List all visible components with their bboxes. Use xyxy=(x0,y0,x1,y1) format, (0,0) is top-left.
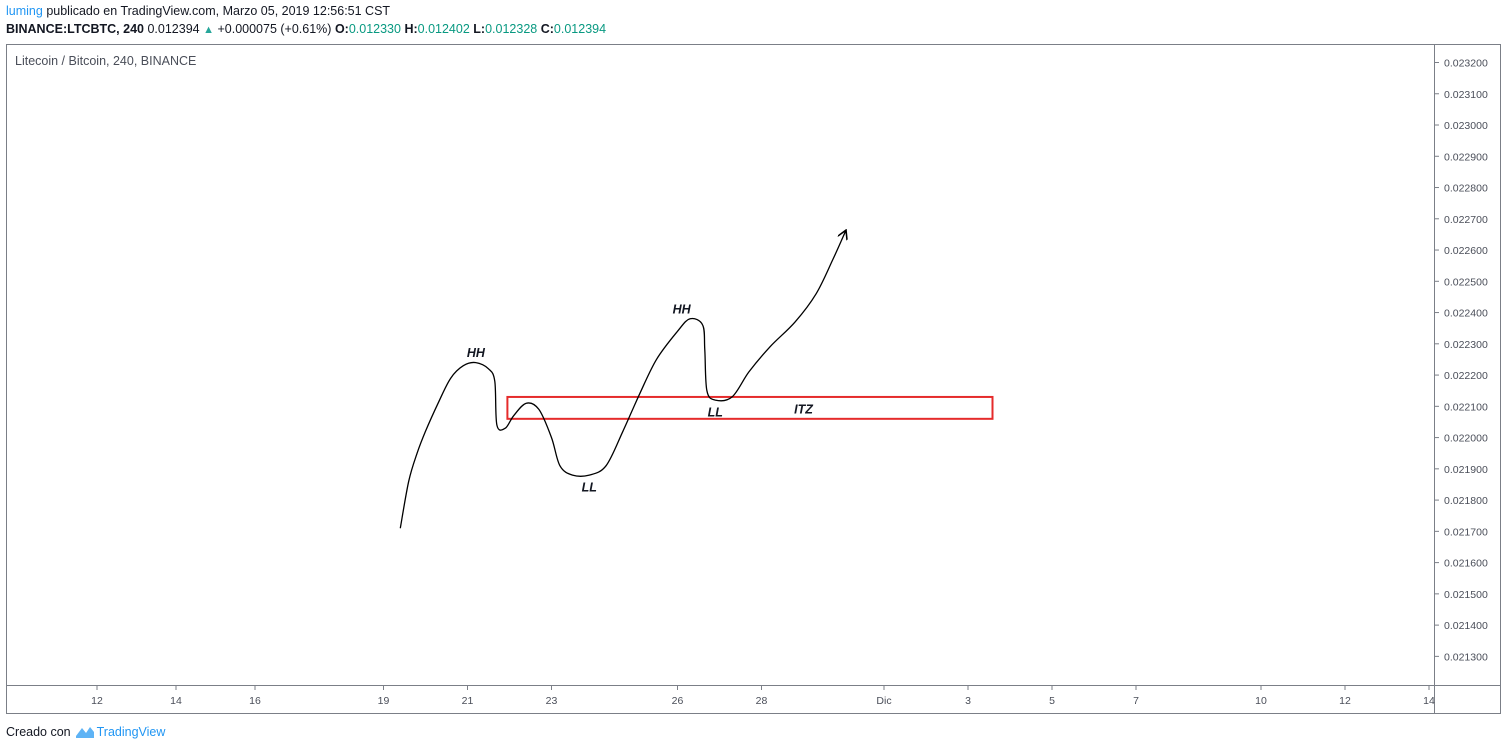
close-label: C: xyxy=(540,22,554,36)
time-axis[interactable]: 12 14 16 19 21 23 26 28 Dic 3 5 7 10 12 14 xyxy=(91,685,1435,707)
chart-border xyxy=(6,44,1501,714)
drawing-layer xyxy=(399,231,845,529)
price-tick-label: 0.022900 xyxy=(1444,151,1488,163)
time-tick-label: 5 xyxy=(1049,695,1055,707)
price-change: +0.000075 (+0.61%) xyxy=(217,22,332,36)
time-tick-label: 14 xyxy=(1423,695,1435,707)
price-tick-label: 0.021600 xyxy=(1444,558,1488,570)
price-tick-label: 0.023000 xyxy=(1444,120,1488,132)
annotation-layer: HH LL HH LL ITZ xyxy=(467,302,814,494)
brand-name: TradingView xyxy=(96,725,166,739)
price-tick-label: 0.022000 xyxy=(1444,433,1488,445)
price-tick-label: 0.022100 xyxy=(1444,401,1488,413)
time-tick-label: 16 xyxy=(249,695,261,707)
price-axis[interactable]: 0.023200 0.023100 0.023000 0.022900 0.022800… xyxy=(1434,58,1488,664)
time-tick-label: 23 xyxy=(546,695,558,707)
price-tick-label: 0.022500 xyxy=(1444,276,1488,288)
itz-zone-rectangle[interactable] xyxy=(506,395,994,420)
price-tick-label: 0.022600 xyxy=(1444,245,1488,257)
time-tick-label: 12 xyxy=(1339,695,1351,707)
low-label: L: xyxy=(473,22,486,36)
time-tick-label: 28 xyxy=(756,695,768,707)
annotation-itz[interactable]: ITZ xyxy=(794,402,814,416)
price-tick-label: 0.022400 xyxy=(1444,308,1488,320)
symbol-line: BINANCE:LTCBTC, 240 0.012394 ▲ +0.000075… xyxy=(6,22,606,36)
time-tick-label: 19 xyxy=(378,695,390,707)
last-price: 0.012394 xyxy=(147,22,200,36)
symbol-name: BINANCE:LTCBTC, 240 xyxy=(6,22,144,36)
time-tick-label: Dic xyxy=(876,695,891,707)
annotation-hh[interactable]: HH xyxy=(467,346,486,360)
open-value: 0.012330 xyxy=(348,22,401,36)
price-tick-label: 0.022200 xyxy=(1444,370,1488,382)
price-tick-label: 0.021400 xyxy=(1444,620,1488,632)
tradingview-brand[interactable]: TradingView xyxy=(75,725,166,739)
price-tick-label: 0.021800 xyxy=(1444,495,1488,507)
footer: Creado con TradingView xyxy=(6,725,165,739)
annotation-ll[interactable]: LL xyxy=(582,481,597,495)
time-tick-label: 14 xyxy=(170,695,182,707)
time-tick-label: 12 xyxy=(91,695,103,707)
time-tick-label: 10 xyxy=(1255,695,1267,707)
price-tick-label: 0.022300 xyxy=(1444,339,1488,351)
published-text: publicado en TradingView.com, Marzo 05, … xyxy=(46,4,391,18)
annotation-hh[interactable]: HH xyxy=(673,302,692,316)
author-name[interactable]: luming xyxy=(6,4,43,18)
publication-line: luming publicado en TradingView.com, Mar… xyxy=(6,4,390,18)
time-tick-label: 3 xyxy=(965,695,971,707)
price-tick-label: 0.021300 xyxy=(1444,651,1488,663)
up-arrow-icon: ▲ xyxy=(203,24,214,36)
open-label: O: xyxy=(334,22,349,36)
price-tick-label: 0.023200 xyxy=(1444,58,1488,70)
price-tick-label: 0.022800 xyxy=(1444,183,1488,195)
time-tick-label: 26 xyxy=(672,695,684,707)
price-chart[interactable]: 0.023200 0.023100 0.023000 0.022900 0.022800… xyxy=(6,44,1501,714)
time-tick-label: 21 xyxy=(462,695,474,707)
chart-title: Litecoin / Bitcoin, 240, BINANCE xyxy=(15,54,197,68)
price-tick-label: 0.021900 xyxy=(1444,464,1488,476)
close-value: 0.012394 xyxy=(553,22,607,36)
price-tick-label: 0.021500 xyxy=(1444,589,1488,601)
price-tick-label: 0.023100 xyxy=(1444,89,1488,101)
annotation-ll[interactable]: LL xyxy=(708,406,723,420)
high-value: 0.012402 xyxy=(417,22,470,36)
price-tick-label: 0.021700 xyxy=(1444,526,1488,538)
created-with-text: Creado con xyxy=(6,725,71,739)
low-value: 0.012328 xyxy=(485,22,538,36)
price-tick-label: 0.022700 xyxy=(1444,214,1488,226)
high-label: H: xyxy=(404,22,418,36)
tradingview-logo-icon xyxy=(75,727,94,738)
time-tick-label: 7 xyxy=(1133,695,1139,707)
price-path-drawing[interactable] xyxy=(399,231,845,529)
zone-layer xyxy=(506,395,994,420)
